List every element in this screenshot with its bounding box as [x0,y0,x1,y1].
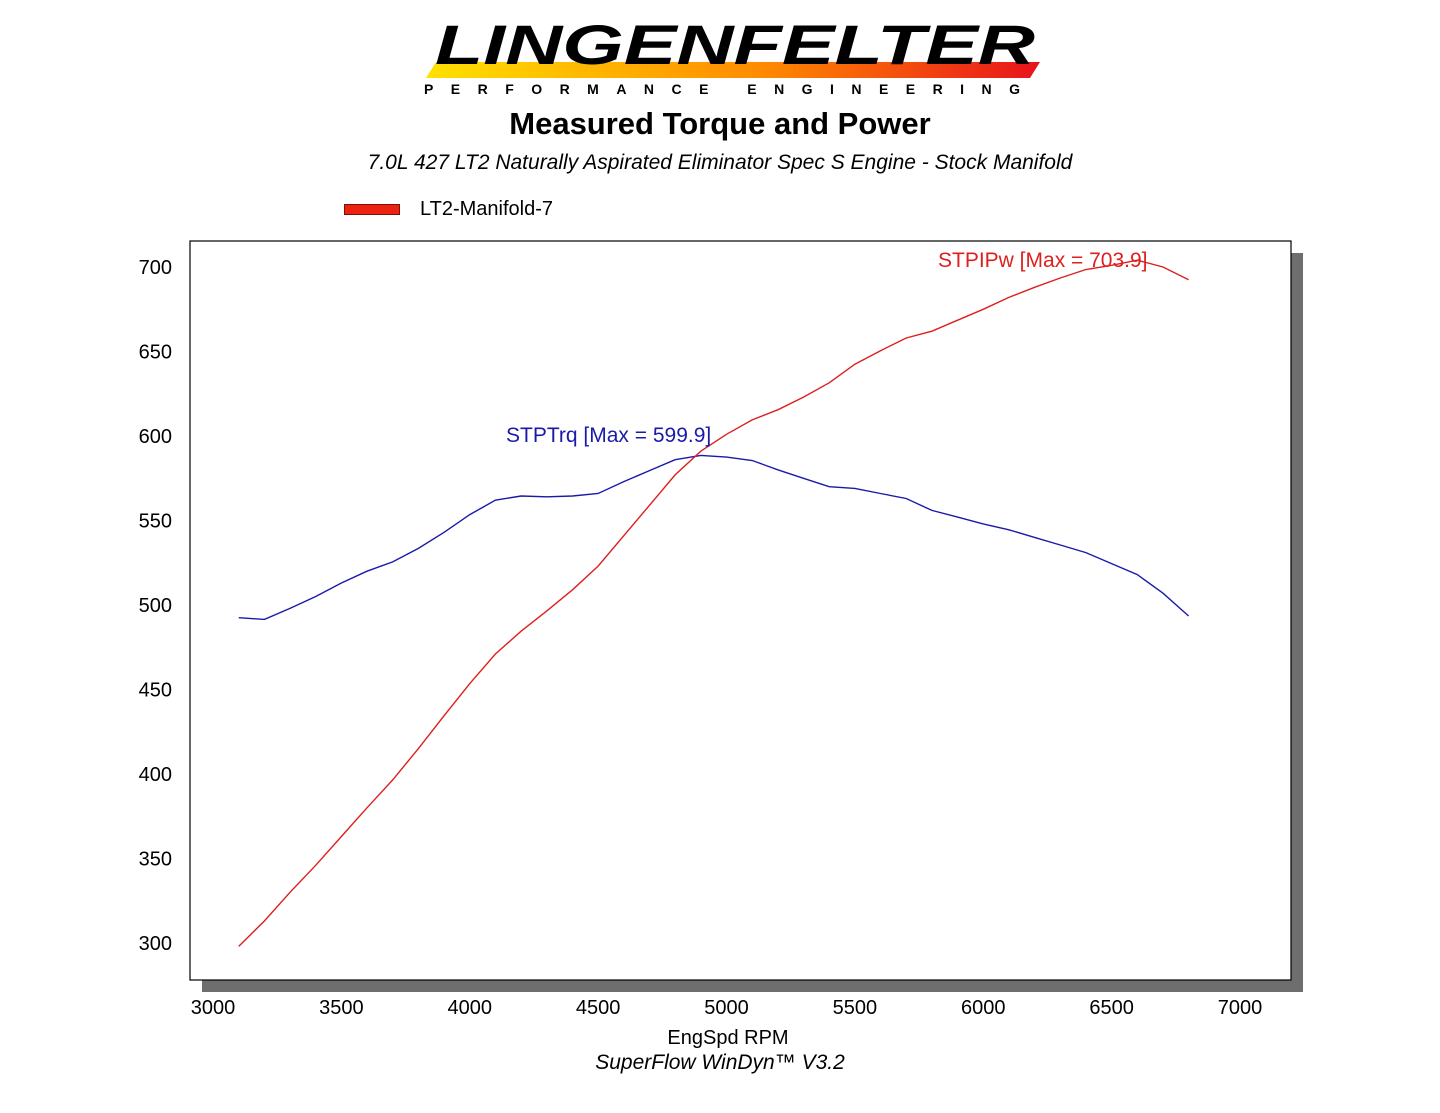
annotation-stpipw: STPIPw [Max = 703.9] [938,249,1148,272]
y-tick-label: 650 [139,342,172,364]
x-tick-label: 3000 [191,997,236,1019]
series-line-stpipw [238,259,1189,947]
lingenfelter-logo: LINGENFELTER PERFORMANCE ENGINEERING [424,13,1040,97]
annotation-stptrq: STPTrq [Max = 599.9] [506,424,711,447]
y-tick-label: 550 [139,511,172,533]
y-tick-label: 700 [139,257,172,279]
brand-wordmark: LINGENFELTER [435,13,1036,76]
y-tick-label: 400 [139,764,172,786]
legend-swatch [344,203,400,215]
x-tick-label: 5000 [704,997,749,1019]
x-tick-label: 7000 [1218,997,1263,1019]
y-axis-ticks: 300 350 400 450 500 550 600 650 700 [139,257,172,955]
chart-title: Measured Torque and Power [509,106,931,141]
x-tick-label: 6000 [961,997,1006,1019]
x-tick-label: 4500 [576,997,621,1019]
series-annotations: STPTrq [Max = 599.9] STPIPw [Max = 703.9] [506,249,1148,447]
software-footer: SuperFlow WinDyn™ V3.2 [595,1051,845,1074]
x-axis-label: EngSpd RPM [667,1027,788,1049]
x-tick-label: 5500 [833,997,878,1019]
x-tick-label: 4000 [448,997,493,1019]
y-tick-label: 500 [139,595,172,617]
x-axis-ticks: 3000 3500 4000 4500 5000 5500 6000 6500 7000 [191,997,1263,1019]
y-tick-label: 450 [139,680,172,702]
plot-area [189,240,1292,981]
x-tick-label: 6500 [1089,997,1134,1019]
chart-subtitle: 7.0L 427 LT2 Naturally Aspirated Elimina… [367,151,1073,174]
y-tick-label: 300 [139,933,172,955]
x-tick-label: 3500 [319,997,364,1019]
legend: LT2-Manifold-7 [344,196,553,222]
y-tick-label: 600 [139,426,172,448]
series-line-stptrq [238,454,1190,621]
legend-label: LT2-Manifold-7 [420,197,554,220]
series-lines [238,259,1190,947]
y-tick-label: 350 [139,849,172,871]
